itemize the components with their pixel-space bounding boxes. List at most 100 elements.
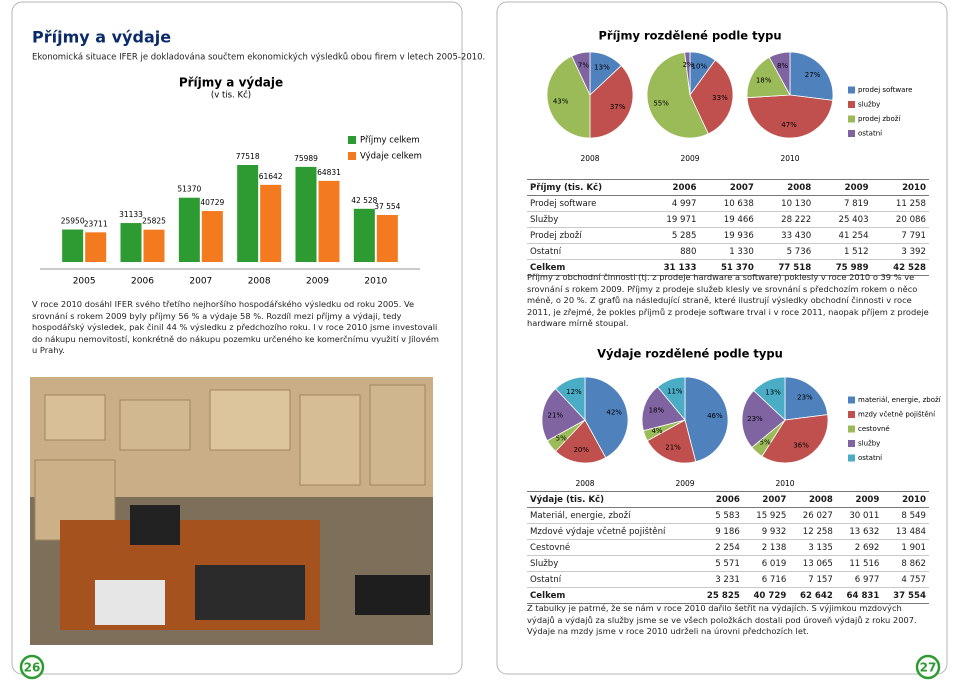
table-cell: 3 135: [789, 539, 836, 556]
chart-title: Příjmy rozdělené podle typu: [598, 29, 781, 43]
pie-slice: [589, 64, 634, 139]
table-row: Celkem 25 825 40 729 62 642 64 831 37 554: [527, 587, 929, 604]
bar: [260, 184, 282, 262]
page-number: 26: [24, 661, 41, 675]
table-cell: 7 819: [814, 195, 872, 212]
paragraph: Z tabulky je patrné, že se nám v roce 20…: [527, 603, 917, 636]
x-tick-label: 2006: [131, 277, 154, 287]
legend-swatch: [848, 454, 855, 462]
table-cell: 1 901: [882, 539, 929, 556]
table-cell: 11 516: [835, 555, 883, 572]
bar-label: 42 528: [351, 196, 377, 205]
slice-label: 13%: [765, 388, 781, 396]
table-cell: 2007: [742, 491, 790, 508]
legend-label: prodej zboží: [858, 115, 901, 123]
table-cell: 19 971: [642, 211, 700, 228]
table-cell: 42 528: [871, 259, 929, 276]
photo-chair: [130, 505, 180, 545]
slice-label: 36%: [793, 441, 809, 449]
table-cell: 1 330: [699, 243, 757, 260]
table-cell: Materiál, energie, zboží: [527, 507, 697, 524]
table-cell: 4 997: [642, 195, 700, 212]
bar: [376, 215, 398, 262]
table-cell: 2009: [835, 491, 883, 508]
slice-label: 43%: [553, 98, 569, 106]
legend-label: mzdy včetně pojištění: [858, 411, 936, 419]
table-cell: 7 791: [871, 227, 929, 244]
x-tick-label: 2010: [364, 277, 387, 287]
legend-swatch: [848, 425, 855, 433]
legend-swatch: [848, 86, 855, 94]
table-cell: Výdaje (tis. Kč): [527, 491, 697, 508]
table-cell: 6 716: [742, 571, 790, 588]
table-cell: 51 370: [699, 259, 757, 276]
x-tick-label: 2007: [189, 277, 212, 287]
table-cell: 3 392: [871, 243, 929, 260]
slice-label: 20%: [573, 446, 589, 454]
table-cell: 2006: [696, 491, 743, 508]
table-row: Ostatní 880 1 330 5 736 1 512 3 392: [527, 243, 929, 260]
table-cell: Služby: [527, 555, 697, 572]
chart-subtitle: (v tis. Kč): [211, 90, 251, 101]
table-row: Cestovné 2 254 2 138 3 135 2 692 1 901: [527, 539, 929, 556]
pie-slice: [584, 376, 629, 459]
table-cell: 3 231: [696, 571, 743, 588]
expense-table: Výdaje (tis. Kč) 2006 2007 2008 2009 2010 Mate…: [527, 491, 929, 604]
table-cell: 2009: [814, 179, 872, 196]
bar: [295, 166, 317, 262]
pie-slice: [554, 376, 586, 422]
table-cell: 2008: [756, 179, 815, 196]
x-tick-label: 2009: [306, 277, 329, 287]
legend-label: Příjmy celkem: [360, 136, 420, 146]
pie-slice: [768, 51, 791, 96]
bar-label: 37 554: [374, 202, 400, 211]
slice-label: 55%: [653, 99, 669, 107]
pie-slice: [761, 414, 829, 464]
table-cell: 31 133: [642, 259, 700, 276]
table-cell: 26 027: [789, 507, 836, 524]
income-table: Příjmy (tis. Kč) 2006 2007 2008 2009 2010 Prod…: [527, 179, 929, 276]
legend-label: služby: [858, 440, 880, 448]
legend-label: ostatní: [858, 454, 883, 462]
bar-label: 25825: [142, 217, 166, 226]
slice-label: 8%: [777, 62, 788, 70]
table-cell: 8 549: [882, 507, 929, 524]
page-number: 27: [920, 661, 937, 675]
table-cell: Ostatní: [527, 571, 697, 588]
pie-slice: [746, 56, 791, 99]
legend-label: cestovné: [858, 425, 890, 433]
table-cell: Celkem: [527, 587, 697, 604]
legend-swatch: [848, 115, 855, 123]
table-cell: 5 736: [756, 243, 815, 260]
table-cell: 12 258: [789, 523, 836, 540]
pie-slice: [746, 94, 834, 139]
table-cell: 5 583: [696, 507, 743, 524]
legend-swatch: [848, 440, 855, 447]
table-row: Výdaje (tis. Kč) 2006 2007 2008 2009 2010: [527, 491, 929, 508]
pie-slice: [657, 376, 686, 422]
slice-label: 37%: [610, 103, 626, 111]
bar-label: 77518: [236, 152, 260, 161]
table-cell: 6 977: [835, 571, 883, 588]
slice-label: 23%: [747, 415, 763, 423]
table-cell: 4 757: [882, 571, 929, 588]
table-cell: Prodej software: [527, 195, 643, 212]
table-cell: 10 638: [699, 195, 757, 212]
bar: [353, 208, 375, 262]
slice-label: 27%: [805, 71, 821, 79]
table-cell: Prodej zboží: [527, 227, 643, 244]
table-cell: 2007: [699, 179, 757, 196]
table-cell: 2008: [789, 491, 836, 508]
pie-slice: [753, 376, 786, 421]
slice-label: 47%: [781, 121, 797, 129]
bar-label: 31133: [119, 210, 143, 219]
paragraph: Příjmy z obchodní činnosti (tj. z prodej…: [527, 272, 929, 328]
pie-slice: [641, 386, 686, 432]
table-cell: 5 285: [642, 227, 700, 244]
table-cell: 2 254: [696, 539, 743, 556]
table-cell: 2010: [882, 491, 929, 508]
table-cell: 37 554: [882, 587, 929, 604]
table-cell: Celkem: [527, 259, 643, 276]
bar-label: 25950: [61, 217, 85, 226]
